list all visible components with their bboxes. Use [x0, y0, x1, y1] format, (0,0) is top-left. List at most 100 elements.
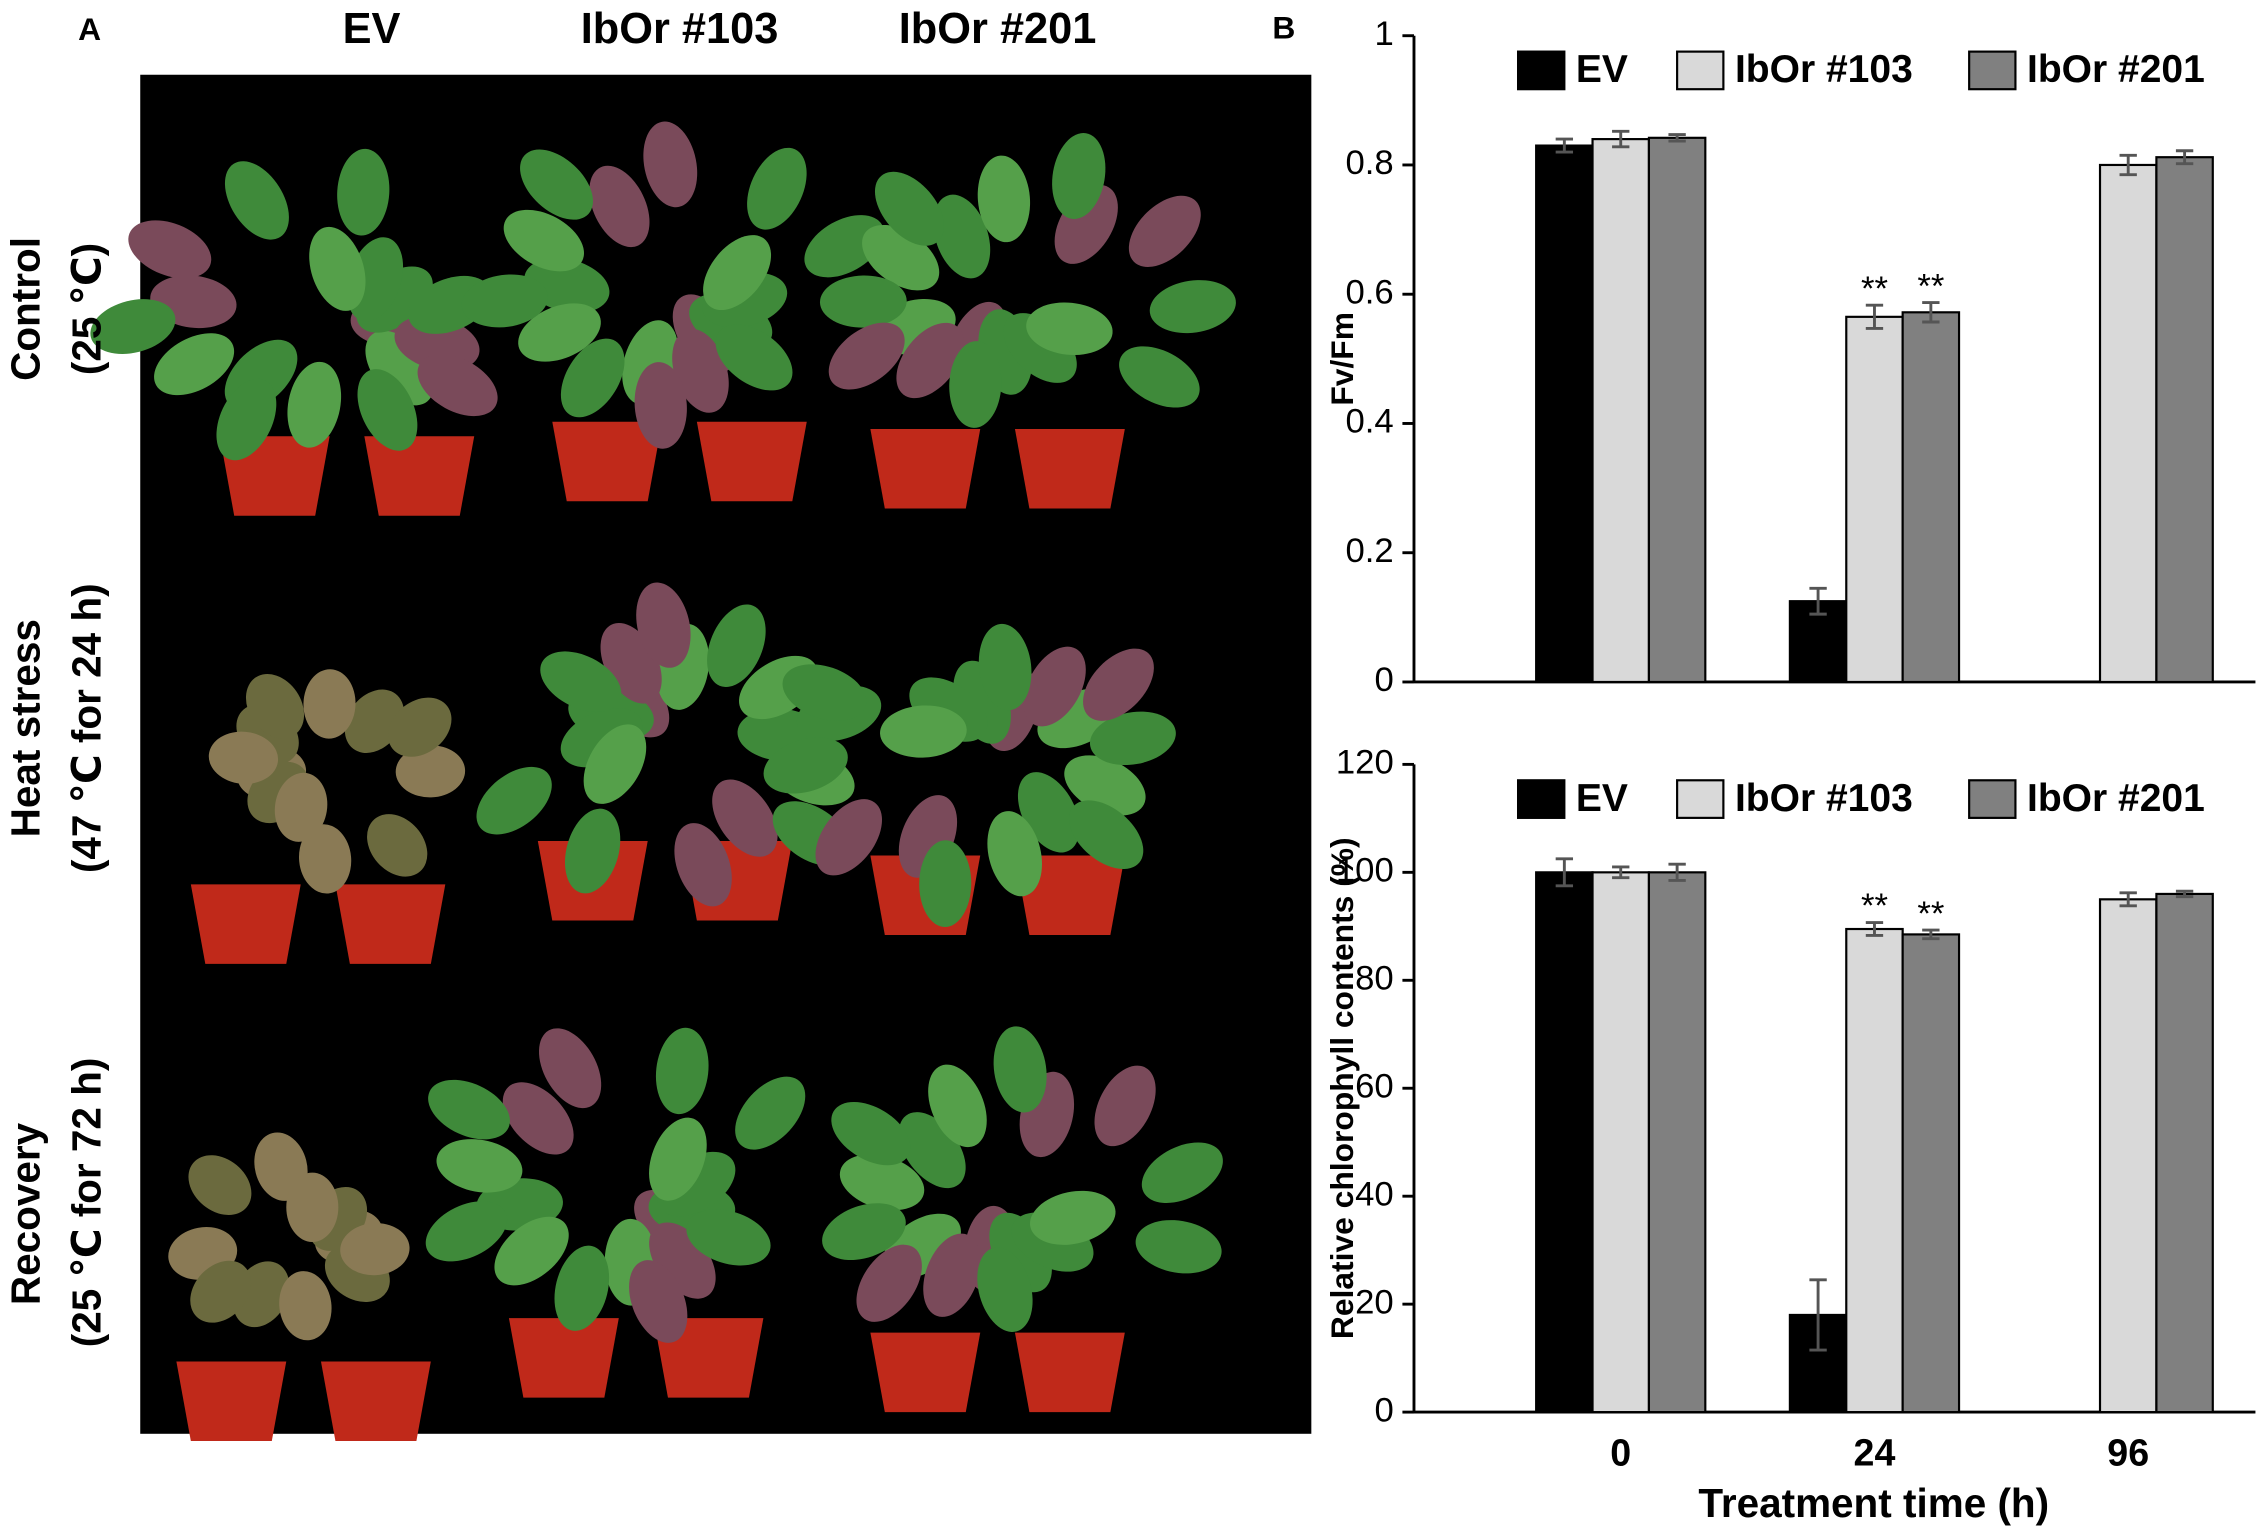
- row-label: Recovery: [3, 1122, 49, 1305]
- leaf: [425, 1201, 508, 1262]
- y-tick-label: 20: [1355, 1283, 1394, 1321]
- leaf: [919, 840, 972, 928]
- leaf: [1119, 346, 1200, 408]
- leaf: [686, 1209, 771, 1266]
- y-tick-label: 0: [1374, 1391, 1393, 1429]
- error-bar: [1809, 586, 1827, 616]
- y-tick-label: 60: [1355, 1067, 1394, 1105]
- y-tick-label: 120: [1336, 744, 1394, 782]
- leaf: [1135, 1220, 1222, 1274]
- leaf: [388, 697, 452, 757]
- row-label: Control: [3, 237, 49, 381]
- y-tick-label: 40: [1355, 1175, 1394, 1213]
- leaf: [128, 220, 212, 279]
- pot: [190, 884, 301, 964]
- y-tick-label: 0.6: [1346, 273, 1394, 311]
- leaf: [828, 322, 905, 390]
- leaf: [503, 209, 584, 272]
- leaf: [494, 1216, 569, 1286]
- leaf: [715, 324, 793, 391]
- y-axis-label: Relative chlorophyll contents (%): [1324, 837, 1360, 1339]
- leaf: [245, 674, 305, 739]
- legend-swatch: [1516, 50, 1566, 91]
- legend-label: EV: [1576, 777, 1628, 820]
- pot: [1014, 428, 1125, 509]
- leaf: [357, 369, 418, 451]
- leaf: [896, 322, 964, 399]
- leaf: [735, 1076, 806, 1150]
- y-tick-label: 0.8: [1346, 144, 1394, 182]
- leaf: [476, 766, 552, 835]
- legend-swatch: [1676, 50, 1725, 91]
- bar: [1591, 138, 1651, 684]
- bar: [2098, 898, 2158, 1414]
- leaf: [589, 165, 650, 248]
- leaf: [839, 1154, 925, 1211]
- bar: [1535, 144, 1594, 684]
- leaf: [977, 1247, 1033, 1332]
- legend-label: IbOr #201: [2027, 777, 2205, 820]
- leaf: [1052, 133, 1106, 220]
- leaf: [520, 149, 593, 220]
- bar: [1647, 136, 1707, 684]
- leaf: [928, 1064, 987, 1148]
- bar: [1845, 315, 1904, 684]
- leaf: [188, 1155, 252, 1215]
- leaf: [933, 194, 991, 279]
- pot: [508, 1318, 619, 1398]
- leaf: [190, 1260, 252, 1323]
- legend-swatch: [1968, 779, 2017, 819]
- row-label: (47 ℃ for 24 h): [63, 583, 109, 873]
- leaf: [540, 651, 622, 712]
- error-bar: [1865, 921, 1884, 937]
- pot: [320, 1361, 431, 1442]
- x-axis-label: Treatment time (h): [1698, 1480, 2049, 1526]
- x-tick-label: 96: [2107, 1431, 2149, 1473]
- leaf: [298, 824, 352, 894]
- leaf: [279, 1271, 332, 1341]
- leaf: [636, 582, 691, 668]
- legend-swatch: [1968, 50, 2017, 91]
- pot: [1014, 1332, 1125, 1413]
- leaf: [287, 361, 342, 448]
- leaf: [1083, 648, 1154, 721]
- leaf: [707, 604, 766, 687]
- leaf: [216, 378, 277, 461]
- bar: [1845, 927, 1904, 1414]
- leaf: [643, 121, 698, 208]
- leaf: [1089, 711, 1176, 766]
- y-tick-label: 0.2: [1346, 532, 1394, 570]
- significance-label: **: [1917, 267, 1944, 305]
- y-tick-label: 1: [1374, 15, 1393, 53]
- leaf: [987, 811, 1042, 897]
- x-tick-label: 0: [1610, 1431, 1631, 1473]
- column-label: IbOr #103: [581, 5, 779, 53]
- leaf: [978, 623, 1032, 711]
- leaf: [977, 155, 1031, 243]
- bar: [1591, 871, 1651, 1414]
- leaf: [461, 274, 549, 328]
- leaf: [1023, 646, 1086, 727]
- panel-label: C: [1272, 738, 1295, 774]
- leaf: [831, 1101, 911, 1166]
- leaf: [672, 328, 729, 413]
- error-bar: [1555, 137, 1574, 154]
- leaf: [815, 799, 882, 876]
- legend-label: EV: [1576, 48, 1628, 91]
- leaf: [819, 275, 907, 328]
- row-label: Heat stress: [3, 619, 49, 837]
- y-tick-label: 100: [1336, 851, 1394, 889]
- bar: [2098, 163, 2158, 684]
- leaf: [560, 338, 625, 418]
- leaf: [309, 226, 366, 311]
- leaf: [395, 745, 466, 798]
- leaf: [856, 1244, 922, 1322]
- pot: [696, 421, 807, 502]
- plant-photos: [90, 121, 1236, 1442]
- leaf: [747, 147, 807, 230]
- pot: [176, 1361, 287, 1442]
- leaf: [674, 823, 732, 907]
- leaf: [337, 148, 390, 236]
- error-bar: [1668, 133, 1686, 143]
